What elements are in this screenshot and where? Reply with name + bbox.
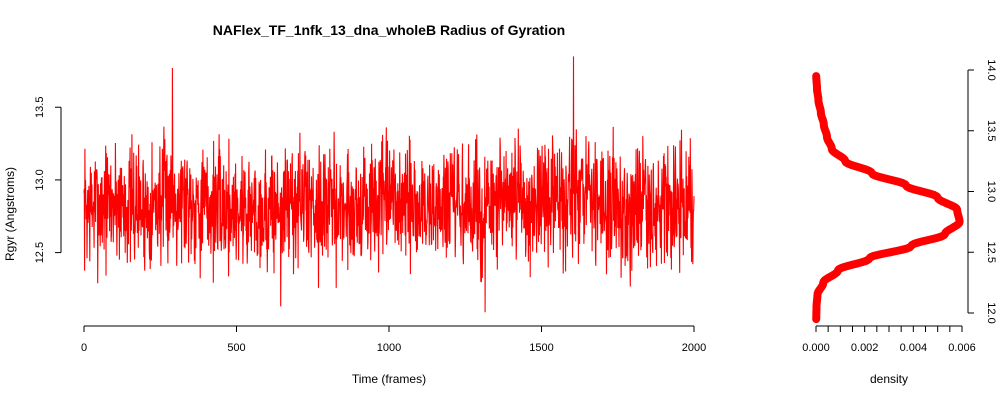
density-curve bbox=[812, 72, 964, 324]
x-tick-label: 0 bbox=[81, 342, 87, 354]
y-tick-label: 13.0 bbox=[34, 169, 46, 190]
y-tick-label: 12.5 bbox=[34, 242, 46, 263]
density-axes: 0.000 0.002 0.004 0.006 12.0 12.5 13.0 13.5 14.0 bbox=[802, 59, 997, 354]
density-x-axis-label: density bbox=[870, 372, 908, 386]
density-x-tick-label: 0.002 bbox=[851, 342, 879, 354]
x-tick-label: 1500 bbox=[529, 342, 553, 354]
density-y-tick-label: 12.0 bbox=[985, 302, 997, 323]
timeseries-axes: 0 500 1000 1500 2000 12.5 13.0 13.5 bbox=[34, 97, 706, 354]
x-tick-label: 2000 bbox=[682, 342, 706, 354]
density-y-tick-label: 13.5 bbox=[985, 120, 997, 141]
y-tick-label: 13.5 bbox=[34, 97, 46, 118]
density-plot bbox=[812, 72, 964, 324]
density-y-tick-label: 12.5 bbox=[985, 242, 997, 263]
timeseries-line bbox=[83, 56, 695, 313]
chart-title: NAFlex_TF_1nfk_13_dna_wholeB Radius of G… bbox=[213, 22, 565, 38]
x-tick-label: 1000 bbox=[377, 342, 401, 354]
density-x-tick-label: 0.004 bbox=[900, 342, 928, 354]
density-y-tick-label: 14.0 bbox=[985, 59, 997, 80]
x-tick-label: 500 bbox=[227, 342, 245, 354]
density-y-tick-label: 13.0 bbox=[985, 181, 997, 202]
density-x-tick-label: 0.000 bbox=[802, 342, 830, 354]
density-x-tick-label: 0.006 bbox=[948, 342, 976, 354]
x-axis-label: Time (frames) bbox=[352, 372, 426, 386]
timeseries-plot bbox=[83, 56, 695, 313]
y-axis-label: Rgyr (Angstroms) bbox=[3, 167, 17, 261]
